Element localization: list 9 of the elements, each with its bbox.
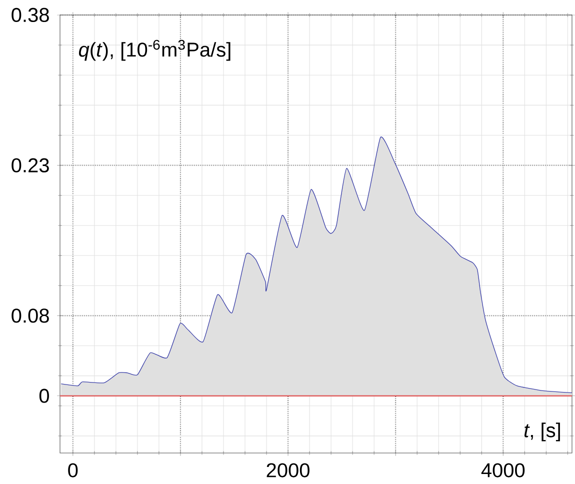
x-tick-label: 0 (68, 463, 78, 478)
x-axis-title: t, [s] (524, 422, 560, 442)
y-axis-title: q(t), [10$^{-6}$m$^{3}$Pa/s] (78, 40, 230, 61)
x-tick-label: 4000 (481, 463, 525, 478)
y-tick-label: 0.38 (12, 8, 49, 22)
x-tick-label: 2000 (266, 463, 310, 478)
y-tick-label: 0.23 (12, 158, 49, 172)
y-tick-label: 0.08 (12, 308, 49, 323)
y-tick-label: 0 (39, 388, 49, 403)
